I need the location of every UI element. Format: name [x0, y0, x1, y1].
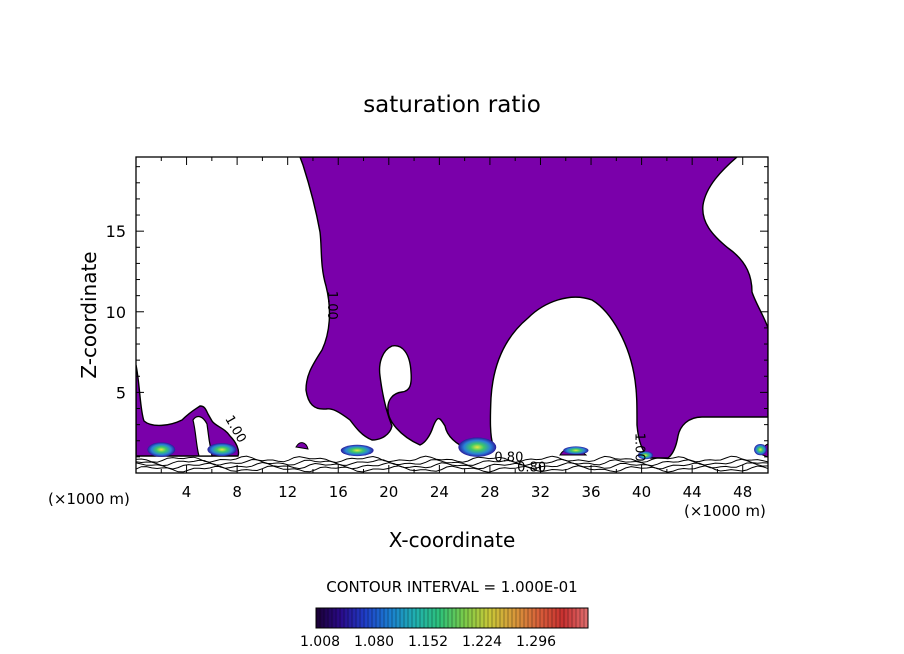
- cloud-cores: [147, 437, 767, 460]
- cloud-core: [147, 442, 176, 457]
- colorbar-tick-label: 1.080: [354, 634, 394, 650]
- surface-contour-line: [136, 461, 768, 470]
- y-tick-label: 15: [106, 222, 126, 241]
- cloud-core: [458, 437, 497, 457]
- contour-label: 0.80: [494, 451, 523, 466]
- y-axis-title: Z-coordinate: [77, 251, 101, 378]
- cloud-core: [207, 443, 237, 457]
- x-tick-label: 40: [632, 483, 651, 501]
- x-axis-title: X-coordinate: [389, 528, 516, 552]
- x-units-label-left: (×1000 m): [48, 490, 130, 508]
- cloud-core: [340, 444, 374, 457]
- x-tick-label: 44: [683, 483, 702, 501]
- contour-label: 1.00: [324, 291, 339, 320]
- dry-pocket-left: [192, 415, 213, 457]
- cloud-core: [637, 451, 653, 460]
- saturation-fill-region: [299, 157, 768, 459]
- x-tick-label: 28: [480, 483, 499, 501]
- chart-title: saturation ratio: [363, 92, 541, 118]
- saturation-fill-left: [136, 364, 240, 457]
- contour-interval-text: CONTOUR INTERVAL = 1.000E-01: [326, 578, 577, 596]
- x-tick-label: 48: [733, 483, 752, 501]
- x-tick-label: 36: [581, 483, 600, 501]
- surface-contour-lines: [136, 455, 768, 473]
- cloud-core: [563, 446, 589, 455]
- surface-contour-line: [136, 455, 768, 464]
- colorbar-tick-label: 1.224: [462, 634, 502, 650]
- contour-label: 1.00: [631, 433, 646, 462]
- x-tick-label: 4: [182, 483, 192, 501]
- x-units-label-right: (×1000 m): [684, 502, 766, 520]
- surface-contour-line: [136, 458, 768, 467]
- colorbar-ticks: 1.008 1.080 1.152 1.224 1.296: [300, 634, 556, 650]
- y-tick-label: 5: [116, 383, 126, 402]
- x-axis: 4 8 12 16 20 24 28 32 36 40 44 48: [160, 157, 752, 501]
- colorbar-tick-label: 1.296: [516, 634, 556, 650]
- x-tick-label: 20: [379, 483, 398, 501]
- x-tick-label: 8: [232, 483, 242, 501]
- surface-contour-line: [136, 465, 768, 473]
- contour-label: 0.80: [517, 460, 546, 475]
- cloud-core: [754, 443, 767, 456]
- x-tick-label: 16: [329, 483, 348, 501]
- colorbar-tick-label: 1.008: [300, 634, 340, 650]
- colorbar-tick-label: 1.152: [408, 634, 448, 650]
- contour-labels: 1.001.001.000.800.80: [221, 291, 646, 475]
- x-tick-label: 12: [278, 483, 297, 501]
- y-tick-label: 10: [106, 303, 126, 322]
- colorbar-stripes: [319, 608, 585, 628]
- plot-area: 1.001.001.000.800.80: [136, 157, 768, 475]
- x-tick-label: 32: [531, 483, 550, 501]
- x-tick-label: 24: [430, 483, 449, 501]
- plot-frame: [135, 156, 769, 474]
- y-axis: 5 10 15: [106, 166, 768, 458]
